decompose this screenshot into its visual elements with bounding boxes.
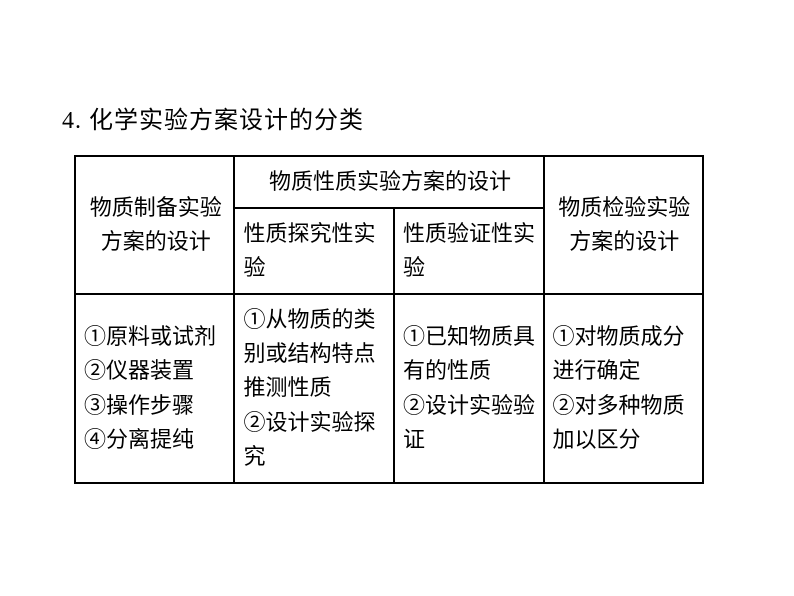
header-col-3-sub: 性质验证性实验 (394, 208, 544, 294)
section-heading: 4. 化学实验方案设计的分类 (62, 100, 722, 135)
body-cell-1: ①原料或试剂②仪器装置③操作步骤④分离提纯 (75, 294, 234, 482)
body-cell-3: ①已知物质具有的性质②设计实验验证 (394, 294, 544, 482)
header-col-2-sub: 性质探究性实验 (234, 208, 393, 294)
table-body-row: ①原料或试剂②仪器装置③操作步骤④分离提纯 ①从物质的类别或结构特点推测性质②设… (75, 294, 703, 482)
table-header-row-1: 物质制备实验方案的设计 物质性质实验方案的设计 物质检验实验方案的设计 (75, 156, 703, 208)
body-cell-2: ①从物质的类别或结构特点推测性质②设计实验探究 (234, 294, 393, 482)
classification-table: 物质制备实验方案的设计 物质性质实验方案的设计 物质检验实验方案的设计 性质探究… (74, 155, 704, 484)
header-col-1: 物质制备实验方案的设计 (75, 156, 234, 294)
page: 4. 化学实验方案设计的分类 物质制备实验方案的设计 物质性质实验方案的设计 物… (0, 0, 794, 524)
body-cell-4: ①对物质成分进行确定②对多种物质加以区分 (544, 294, 704, 482)
header-col-4: 物质检验实验方案的设计 (544, 156, 704, 294)
header-col-23-merged: 物质性质实验方案的设计 (234, 156, 543, 208)
